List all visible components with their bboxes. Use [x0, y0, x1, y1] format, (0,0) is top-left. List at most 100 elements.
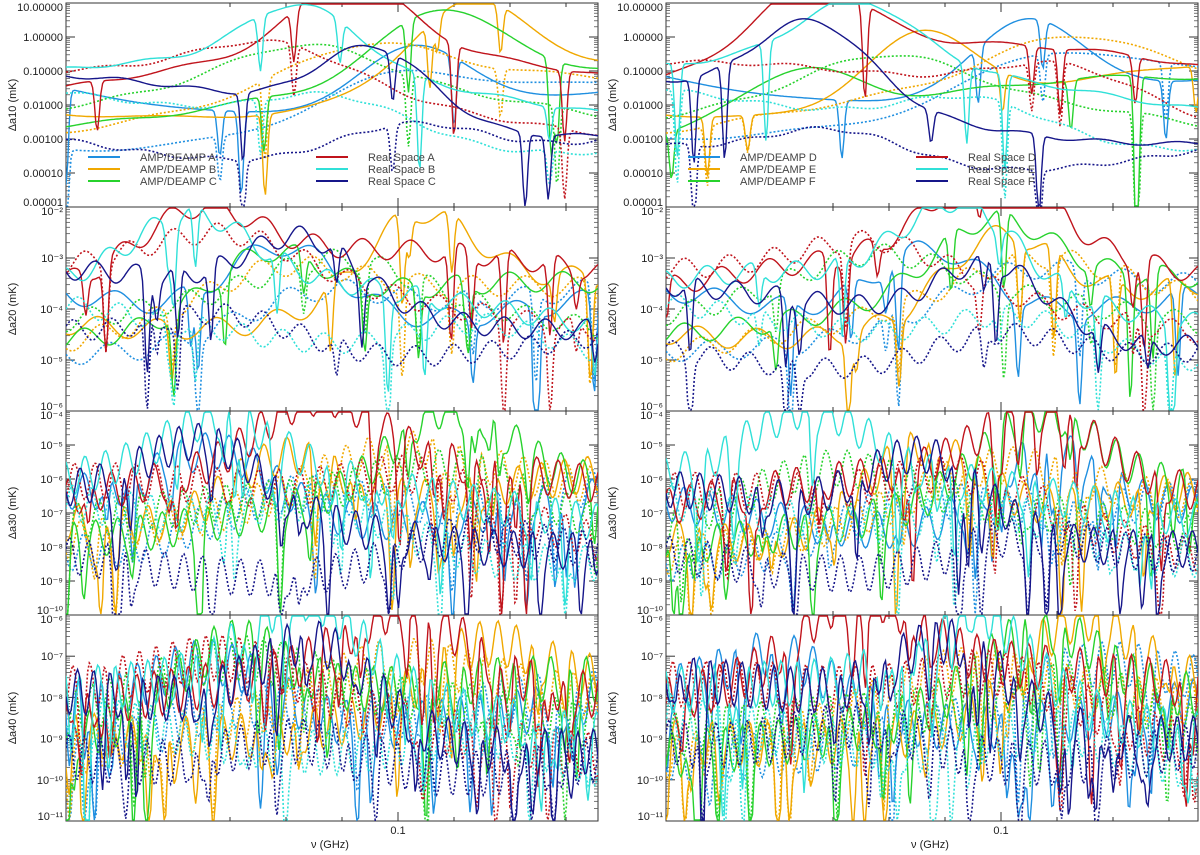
series-group: [666, 411, 1198, 615]
series-line: [666, 29, 1198, 177]
series-line-dashed: [66, 278, 598, 411]
series-line-dashed: [666, 243, 1198, 411]
series-group: [66, 411, 598, 615]
y-tick-label: 10⁻⁶: [40, 401, 63, 413]
y-tick-label: 10⁻¹⁰: [637, 775, 664, 787]
y-tick-label: 0.00100: [623, 134, 663, 146]
y-tick-label: 0.01000: [23, 100, 63, 112]
series-line-dashed: [66, 632, 598, 821]
series-group: [66, 3, 598, 207]
series-line: [66, 411, 598, 606]
y-tick-label: 0.00100: [23, 134, 63, 146]
y-tick-label: 10.00000: [17, 2, 63, 14]
y-axis-label: Δa40 (mK): [7, 692, 19, 745]
series-line: [666, 3, 1198, 115]
y-tick-label: 10⁻¹⁰: [637, 605, 664, 617]
legend-entry: AMP/DEAMP A: [140, 152, 216, 164]
y-tick-label: 10⁻⁷: [641, 651, 663, 663]
y-tick-label: 10⁻⁵: [640, 440, 663, 452]
series-line: [66, 620, 598, 821]
series-line-dashed: [666, 322, 1198, 411]
series-line-dashed: [666, 517, 1198, 615]
y-tick-label: 10⁻⁶: [40, 474, 63, 486]
series-line: [666, 18, 1198, 159]
y-tick-label: 10⁻¹¹: [38, 811, 64, 823]
series-line: [666, 240, 1198, 405]
series-line: [666, 435, 1198, 615]
x-tick-label: 0.1: [993, 825, 1008, 837]
series-line: [66, 615, 598, 821]
panel-right-2: 10⁻² 10⁻³ 10⁻⁴ 10⁻⁵ 10⁻⁶ Δa20 (mK): [607, 206, 1199, 413]
legend-entry: Real Space F: [968, 176, 1035, 188]
panel-right-1: 10.00000 1.00000 0.10000 0.01000 0.00100 0.00…: [607, 2, 1199, 209]
legend-entry: Real Space A: [368, 152, 435, 164]
series-line: [66, 432, 598, 615]
y-tick-label: 10⁻⁷: [641, 508, 663, 520]
series-line: [66, 615, 598, 788]
series-line-dashed: [66, 514, 598, 615]
y-tick-label: 10⁻⁸: [640, 692, 663, 704]
series-line: [666, 617, 1198, 821]
x-axis-label-left: ν (GHz): [311, 839, 349, 851]
series-line-dashed: [666, 126, 1198, 207]
y-tick-label: 10⁻⁹: [40, 576, 63, 588]
x-tick-label: 0.1: [390, 825, 405, 837]
series-line: [66, 44, 598, 193]
y-tick-label: 10⁻⁴: [40, 410, 63, 422]
series-line-dashed: [666, 52, 1198, 141]
y-tick-label: 10⁻⁶: [640, 614, 663, 626]
series-line-dashed: [66, 637, 598, 820]
series-line-dashed: [66, 296, 598, 411]
y-tick-label: 10⁻⁷: [41, 651, 63, 663]
legend-entry: Real Space C: [368, 176, 436, 188]
panel-left-2: 10⁻² 10⁻³ 10⁻⁴ 10⁻⁵ 10⁻⁶ Δa20 (mK): [7, 206, 599, 413]
series-group: [666, 3, 1198, 207]
y-tick-label: 10⁻⁴: [640, 304, 663, 316]
series-line: [666, 207, 1198, 411]
series-line: [66, 422, 598, 615]
y-tick-label: 1.00000: [623, 32, 663, 44]
series-line: [66, 208, 598, 392]
series-line-dashed: [66, 716, 598, 821]
series-line-dashed: [66, 448, 598, 615]
y-tick-label: 10⁻⁹: [40, 734, 63, 746]
series-line-dashed: [66, 255, 598, 384]
series-group: [666, 615, 1198, 821]
series-line: [66, 3, 598, 195]
y-tick-label: 10⁻¹⁰: [37, 775, 64, 787]
series-line: [66, 411, 598, 615]
legend-entry: AMP/DEAMP E: [740, 164, 816, 176]
series-line: [666, 18, 1198, 207]
legend-entry: Real Space D: [968, 152, 1036, 164]
y-tick-label: 10⁻⁵: [640, 355, 663, 367]
y-tick-label: 10⁻⁶: [640, 401, 663, 413]
series-line: [666, 225, 1198, 411]
y-tick-label: 10⁻¹¹: [638, 811, 664, 823]
series-line: [666, 411, 1198, 615]
y-tick-label: 0.00001: [623, 197, 663, 209]
y-tick-label: 10⁻³: [41, 253, 63, 265]
y-axis-label: Δa40 (mK): [607, 692, 619, 745]
series-line-dashed: [666, 701, 1198, 821]
legend-entry: AMP/DEAMP B: [140, 164, 216, 176]
y-tick-label: 10⁻⁸: [40, 542, 63, 554]
y-tick-label: 10⁻²: [41, 206, 63, 218]
y-tick-label: 0.10000: [23, 66, 63, 78]
series-line-dashed: [666, 89, 1198, 199]
y-tick-label: 10⁻¹⁰: [37, 605, 64, 617]
panel-right-3: 10⁻⁴ 10⁻⁵ 10⁻⁶ 10⁻⁷ 10⁻⁸ 10⁻⁹ 10⁻¹⁰ Δa30 (mK): [607, 410, 1199, 617]
series-line: [66, 3, 598, 168]
panel-left-4: 10⁻⁶ 10⁻⁷ 10⁻⁸ 10⁻⁹ 10⁻¹⁰ 10⁻¹¹ 0.1 Δa40 (mK): [7, 614, 599, 837]
y-tick-label: 0.01000: [623, 100, 663, 112]
y-tick-label: 10⁻⁹: [640, 734, 663, 746]
y-tick-label: 10⁻²: [641, 206, 663, 218]
series-line: [666, 632, 1198, 821]
y-axis-label: Δa30 (mK): [7, 487, 19, 540]
series-line-dashed: [66, 39, 598, 199]
y-tick-label: 10⁻⁸: [40, 692, 63, 704]
series-line-dashed: [666, 659, 1198, 821]
series-group: [666, 207, 1198, 411]
series-line-dashed: [666, 59, 1198, 127]
y-tick-label: 10⁻⁹: [640, 576, 663, 588]
y-tick-label: 10⁻⁴: [640, 410, 663, 422]
